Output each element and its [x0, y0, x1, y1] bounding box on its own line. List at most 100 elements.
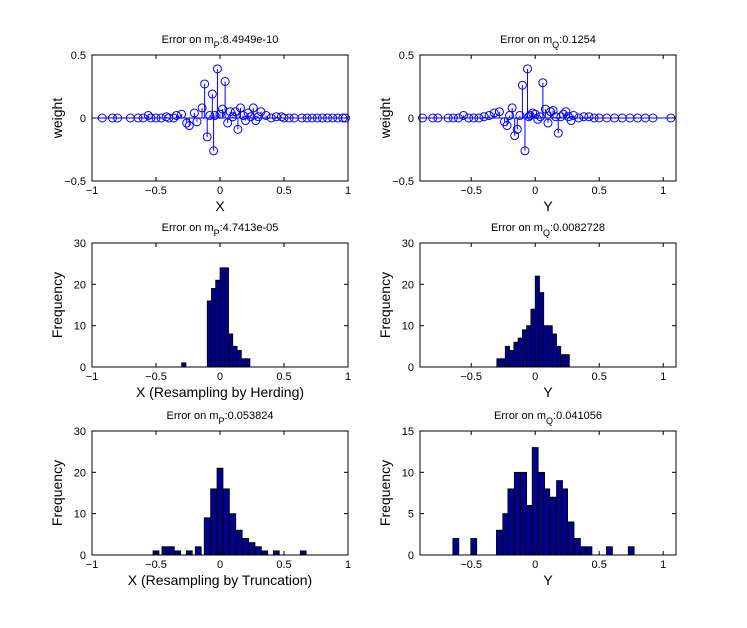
bar [513, 471, 521, 556]
stem-point [215, 109, 225, 119]
stem-point [189, 108, 199, 118]
x-tick-label: −0.5 [145, 371, 167, 383]
bar [228, 333, 234, 368]
bar [161, 546, 169, 556]
stem-point [479, 112, 489, 122]
chart-panel-1: Error on mP:8.4949e-10−1 −0.5 0 0.5 1−0.500.… [49, 34, 351, 214]
stem-point [205, 110, 215, 120]
y-axis-label: Frequency [377, 272, 393, 338]
x-tick-label: −0.5 [460, 559, 482, 571]
chart-title: Error on mQ:0.041056 [494, 410, 602, 426]
chart-panel-2: Error on mQ:0.1254 −0.5 0 0.5 1 −0.5 0 0.5 Yweig… [377, 34, 677, 214]
bar [530, 308, 536, 368]
stem-point [428, 113, 438, 123]
bar [203, 517, 211, 556]
stem-point [517, 80, 527, 90]
y-tick-label: 0 [80, 550, 86, 562]
stem-point [284, 113, 294, 123]
bar [517, 337, 523, 368]
x-tick-label: 1 [660, 185, 666, 197]
stem-point [133, 113, 143, 123]
stem-point [510, 131, 520, 141]
y-tick-label: 0 [80, 362, 86, 374]
stem-point [184, 121, 194, 131]
bar [229, 513, 237, 556]
stem-point [182, 118, 192, 128]
bar [539, 292, 545, 368]
stem-point [484, 110, 494, 120]
bar [216, 467, 224, 556]
bar [522, 329, 528, 368]
bar [223, 267, 229, 368]
stem-point [515, 110, 525, 120]
chart-title: Error on mP:4.7413e-05 [162, 222, 279, 238]
bar [556, 345, 562, 368]
stem-point [579, 112, 589, 122]
stem-point [248, 103, 258, 113]
y-tick-label: 0.5 [71, 50, 86, 62]
chart-panel-6: Error on mQ:0.041056−0.5 0 0.5 1051015YFreq… [377, 410, 677, 588]
chart-title: Error on mQ:0.1254 [500, 34, 596, 50]
y-tick-label: 10 [402, 467, 414, 479]
bar [232, 345, 238, 368]
stem-point [525, 110, 535, 120]
x-tick-label: −1 [86, 185, 99, 197]
y-tick-label: −0.5 [64, 176, 86, 188]
bar [495, 529, 503, 556]
x-tick-label: 0.5 [592, 559, 607, 571]
stem-point [223, 118, 233, 128]
stem-point [209, 146, 219, 156]
x-tick-label: 0 [217, 371, 223, 383]
chart-title: Error on mQ:0.0082728 [491, 222, 605, 238]
bar [181, 362, 187, 368]
stem-point [113, 113, 123, 123]
stem-point [207, 89, 217, 99]
bar [452, 538, 460, 556]
stem-point [459, 110, 469, 120]
x-tick-label: 0 [532, 559, 538, 571]
chart-title: Error on mP:8.4949e-10 [162, 34, 279, 50]
y-tick-label: 30 [402, 238, 414, 250]
y-tick-label: 10 [74, 321, 86, 333]
bar [531, 447, 539, 556]
bar [194, 546, 202, 556]
y-tick-label: 30 [74, 238, 86, 250]
stem-point [197, 103, 207, 113]
x-axis-label: X [215, 198, 225, 214]
bar [215, 279, 221, 368]
stem-point [279, 113, 289, 123]
stem-point [543, 118, 553, 128]
stem-point [648, 113, 658, 123]
stem-point [558, 109, 568, 119]
y-tick-label: 30 [74, 426, 86, 438]
x-tick-label: 0.5 [276, 371, 291, 383]
stem-point [574, 113, 584, 123]
stem-point [530, 109, 540, 119]
x-tick-label: 1 [345, 559, 351, 571]
stem-point [584, 112, 594, 122]
x-axis-label: X (Resampling by Herding) [136, 384, 304, 400]
stem-point [433, 113, 443, 123]
bar [185, 550, 193, 556]
bar [210, 488, 217, 556]
stem-point [312, 113, 322, 123]
stem-point [220, 76, 230, 86]
bar [240, 358, 246, 368]
bar [496, 358, 502, 368]
bar [219, 267, 225, 368]
y-axis-label: Frequency [377, 460, 393, 526]
x-tick-label: −1 [86, 559, 99, 571]
x-tick-label: −0.5 [145, 559, 167, 571]
bar [561, 488, 569, 556]
stem-point [489, 108, 499, 118]
stem-point [538, 78, 548, 88]
stem-point [192, 117, 202, 127]
y-tick-label: 20 [74, 279, 86, 291]
stem-point [512, 124, 522, 134]
bar [174, 550, 182, 556]
stem-point [317, 113, 327, 123]
stem-point [418, 113, 428, 123]
stem-point [535, 112, 545, 122]
stem-point [533, 114, 543, 124]
